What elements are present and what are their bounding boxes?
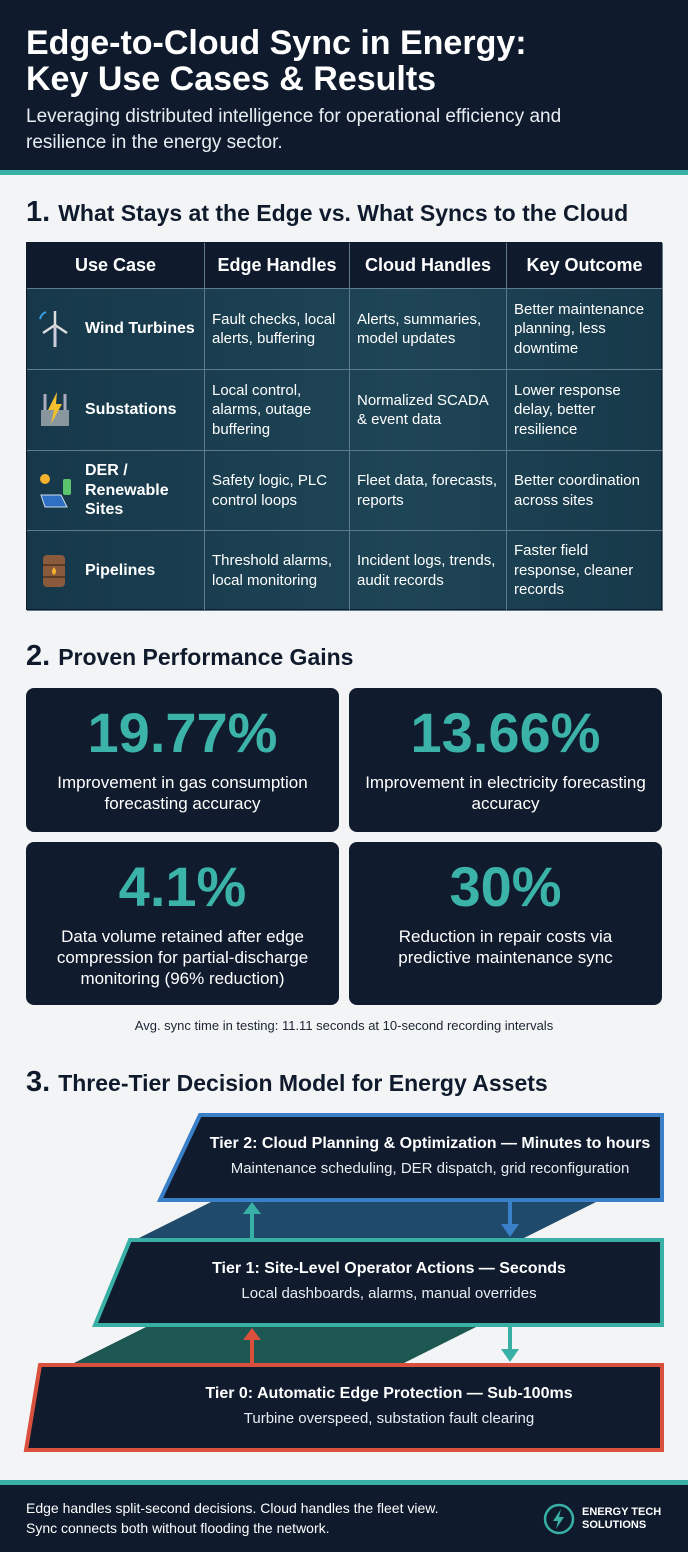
- tier-title: Tier 0: Automatic Edge Protection — Sub-…: [205, 1385, 572, 1402]
- table-cell: Better coordination across sites: [507, 451, 663, 531]
- row-header: Pipelines: [27, 531, 205, 611]
- section-number: 3.: [26, 1066, 51, 1098]
- header-rule: [0, 170, 688, 175]
- subtitle: Leveraging distributed intelligence for …: [26, 106, 562, 153]
- tier-description: Maintenance scheduling, DER dispatch, gr…: [231, 1160, 630, 1177]
- section-number: 2.: [26, 640, 51, 672]
- table-cell: Alerts, summaries, model updates: [350, 289, 507, 370]
- tier-box: [92, 1238, 664, 1327]
- cell-text: Fleet data, forecasts, reports: [357, 472, 498, 509]
- logo-text: SOLUTIONS: [582, 1519, 647, 1531]
- row-header: Substations: [27, 370, 205, 451]
- table-cell: Threshold alarms, local monitoring: [205, 531, 350, 611]
- connector: [70, 1325, 480, 1365]
- table-cell: Local control, alarms, outage buffering: [205, 370, 350, 451]
- logo-icon: [543, 1503, 575, 1535]
- table-cell: Fleet data, forecasts, reports: [350, 451, 507, 531]
- table-cell: Incident logs, trends, audit records: [350, 531, 507, 611]
- arrow: [501, 1202, 519, 1237]
- tier-title: Tier 1: Site-Level Operator Actions — Se…: [212, 1260, 566, 1277]
- stat-label: Improvement in electricity forecasting a…: [365, 773, 646, 813]
- table: Use Case Edge Handles Cloud Handles Key Out…: [26, 242, 663, 611]
- footer-rule: [0, 1480, 688, 1485]
- stat-card: 30% Reduction in repair costs via predict…: [349, 842, 662, 1005]
- arrow: [501, 1327, 519, 1362]
- column-header: Key Outcome: [507, 243, 663, 289]
- section-title: What Stays at the Edge vs. What Syncs to…: [58, 200, 629, 226]
- footer-text: Edge handles split-second decisions. Clo…: [26, 1500, 439, 1516]
- row-header: Wind Turbines: [27, 289, 205, 370]
- connector: [135, 1200, 600, 1240]
- column-header: Cloud Handles: [350, 243, 507, 289]
- stat-value: 30%: [449, 855, 562, 918]
- tier-title: Tier 2: Cloud Planning & Optimization — …: [210, 1135, 651, 1152]
- arrow: [243, 1328, 261, 1363]
- table-cell: Lower response delay, better resilience: [507, 370, 663, 451]
- cell-text: Safety logic, PLC control loops: [212, 472, 328, 509]
- section-heading: 2. Proven Performance Gains: [26, 640, 353, 673]
- row-header: DER / Renewable Sites: [27, 451, 205, 531]
- stat-card: 4.1% Data volume retained after edge comp…: [26, 842, 339, 1005]
- table-cell: Better maintenance planning, less downti…: [507, 289, 663, 370]
- stat-label: Data volume retained after edge compress…: [56, 927, 309, 988]
- section-title: Three-Tier Decision Model for Energy Ass…: [58, 1070, 548, 1096]
- icon: [41, 392, 69, 426]
- section-heading: 1. What Stays at the Edge vs. What Syncs …: [26, 196, 628, 229]
- header: [0, 0, 688, 170]
- icon: [39, 311, 68, 347]
- note: Avg. sync time in testing: 11.11 seconds…: [134, 1018, 554, 1033]
- tier-box: [23, 1363, 664, 1452]
- cell-text: Better maintenance planning, less downti…: [514, 300, 645, 357]
- footer-text: Sync connects both without flooding the …: [26, 1520, 330, 1536]
- stat-value: 19.77%: [87, 701, 278, 764]
- section-title: Proven Performance Gains: [58, 644, 354, 670]
- column-header: Use Case: [27, 243, 205, 289]
- stat-label: Improvement in gas consumption forecasti…: [57, 773, 308, 813]
- cell-text: Lower response delay, better resilience: [514, 381, 621, 438]
- stat-card: 19.77% Improvement in gas consumption for…: [26, 688, 339, 832]
- stat-label: Reduction in repair costs via predictive…: [398, 927, 613, 967]
- cell-text: Alerts, summaries, model updates: [357, 310, 482, 348]
- cell-text: Better coordination across sites: [514, 472, 640, 509]
- cell-text: Local control, alarms, outage buffering: [212, 381, 312, 438]
- use-case-name: DER / Renewable Sites: [85, 462, 169, 519]
- cell-text: Incident logs, trends, audit records: [357, 552, 496, 589]
- table-cell: Normalized SCADA & event data: [350, 370, 507, 451]
- cell-text: Normalized SCADA & event data: [357, 391, 488, 429]
- use-case-name: Substations: [85, 401, 177, 419]
- stat-value: 4.1%: [118, 855, 247, 918]
- tier-box: [156, 1113, 664, 1202]
- arrow: [243, 1202, 261, 1238]
- section-heading: 3. Three-Tier Decision Model for Energy A…: [26, 1066, 548, 1099]
- column-header: Edge Handles: [205, 243, 350, 289]
- tier-description: Local dashboards, alarms, manual overrid…: [241, 1285, 536, 1302]
- section-number: 1.: [26, 196, 51, 228]
- table-cell: Faster field response, cleaner records: [507, 531, 663, 611]
- tier-description: Turbine overspeed, substation fault clea…: [244, 1410, 534, 1427]
- tier-diagram: Tier 2: Cloud Planning & Optimization — …: [23, 1113, 664, 1452]
- stat-card: 13.66% Improvement in electricity forecas…: [349, 688, 662, 832]
- table-cell: Safety logic, PLC control loops: [205, 451, 350, 531]
- cell-text: Faster field response, cleaner records: [514, 542, 634, 599]
- stat-value: 13.66%: [410, 701, 601, 764]
- table-cell: Fault checks, local alerts, buffering: [205, 289, 350, 370]
- use-case-name: Pipelines: [85, 561, 156, 579]
- title: Key Use Cases & Results: [26, 60, 437, 98]
- title: Edge-to-Cloud Sync in Energy:: [26, 24, 527, 62]
- cell-text: Fault checks, local alerts, buffering: [212, 310, 336, 348]
- icon: [43, 554, 65, 587]
- use-case-name: Wind Turbines: [85, 320, 195, 338]
- logo-text: ENERGY TECH: [582, 1506, 662, 1518]
- cell-text: Threshold alarms, local monitoring: [212, 552, 333, 589]
- icon: [40, 473, 71, 507]
